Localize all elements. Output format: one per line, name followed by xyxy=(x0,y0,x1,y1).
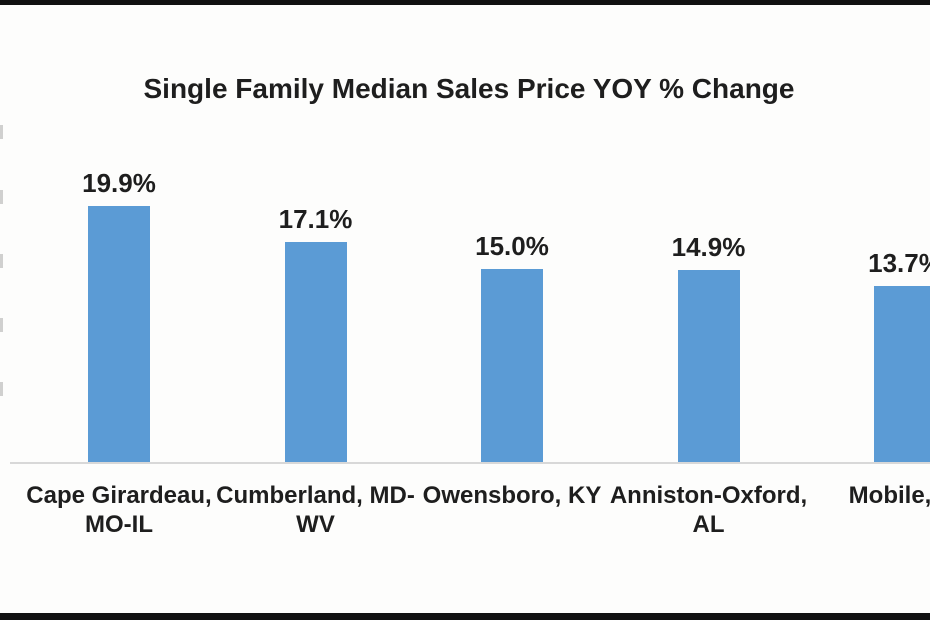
bar xyxy=(481,269,543,462)
bottom-border xyxy=(0,613,930,620)
category-label-line: AL xyxy=(692,511,725,538)
bar xyxy=(284,242,347,462)
cropped-axis-label-fragment xyxy=(0,254,3,268)
top-border xyxy=(0,0,930,5)
bar-value-label: 13.7% xyxy=(868,248,930,278)
x-axis-line xyxy=(10,462,930,464)
category-label-line: Cape Girardeau, xyxy=(26,482,212,509)
category-label: Owensboro, KY xyxy=(423,481,602,510)
category-label: Anniston-Oxford, AL xyxy=(610,481,807,539)
category-label: Cumberland, MD- WV xyxy=(216,481,415,539)
bar-value-label: 14.9% xyxy=(671,232,746,262)
cropped-axis-label-fragment xyxy=(0,382,3,396)
category-label: Mobile, xyxy=(849,481,930,510)
chart-title: Single Family Median Sales Price YOY % C… xyxy=(143,73,795,104)
category-label-line: Cumberland, MD- xyxy=(216,482,415,509)
bar xyxy=(677,270,740,462)
cropped-axis-label-fragment xyxy=(0,125,3,139)
cropped-axis-label-fragment xyxy=(0,318,3,332)
category-label-line: Owensboro, KY xyxy=(422,482,602,509)
bar-value-label: 17.1% xyxy=(278,204,353,234)
category-label-line: Anniston-Oxford, xyxy=(609,482,808,509)
cropped-axis-label-fragment xyxy=(0,190,3,204)
bar-value-label: 19.9% xyxy=(82,168,156,198)
category-label: Cape Girardeau, MO-IL xyxy=(26,481,211,539)
bar xyxy=(88,206,150,462)
category-label-line: Mobile, xyxy=(848,482,930,509)
category-label-line: MO-IL xyxy=(85,511,153,538)
category-label-line: WV xyxy=(296,511,335,538)
bar xyxy=(874,286,930,462)
bar-value-label: 15.0% xyxy=(475,231,549,261)
